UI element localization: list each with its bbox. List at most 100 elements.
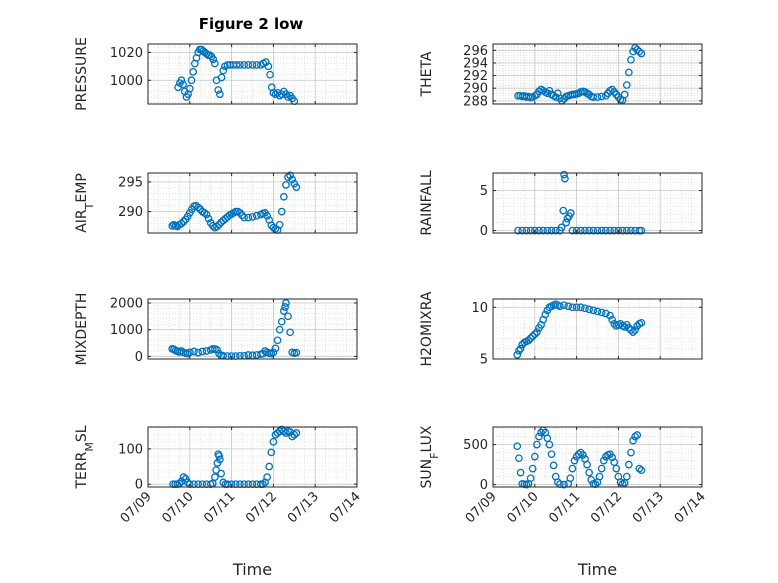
data-point <box>570 456 579 465</box>
data-point <box>551 226 560 235</box>
data-point <box>568 303 577 312</box>
data-point <box>551 93 560 101</box>
data-point <box>190 347 198 356</box>
data-point <box>574 450 583 459</box>
data-point <box>284 173 292 182</box>
data-point <box>244 61 253 69</box>
data-point <box>587 475 596 484</box>
data-point <box>589 306 598 315</box>
data-point <box>240 213 248 222</box>
data-point <box>526 474 535 483</box>
y-tick-label: 100 <box>118 442 143 457</box>
data-point <box>566 474 575 483</box>
data-points <box>514 43 646 105</box>
data-point <box>627 55 635 64</box>
data-point <box>620 323 629 331</box>
data-points <box>168 171 301 234</box>
data-point <box>211 59 219 68</box>
y-tick-label: 1000 <box>110 323 143 338</box>
data-point <box>267 448 276 457</box>
y-tick-label: 292 <box>463 69 488 84</box>
data-point <box>265 462 274 471</box>
data-point <box>252 211 261 220</box>
data-point <box>593 226 602 235</box>
data-point <box>637 318 646 327</box>
data-point <box>633 431 642 439</box>
x-axis-label: Time <box>577 560 617 579</box>
data-point <box>216 455 224 464</box>
data-point <box>177 76 186 85</box>
data-point <box>279 307 288 315</box>
data-point <box>585 468 593 477</box>
y-tick-label: 296 <box>463 44 488 59</box>
data-point <box>236 61 244 69</box>
data-point <box>637 466 646 475</box>
data-points <box>168 299 301 360</box>
data-point <box>248 213 257 221</box>
data-point <box>269 348 278 357</box>
data-point <box>264 62 273 71</box>
subplot-4: 0 5 RAINFALL <box>419 170 703 239</box>
data-point <box>530 452 539 461</box>
data-point <box>595 472 604 481</box>
data-point <box>585 305 593 314</box>
data-point <box>179 473 188 481</box>
data-point <box>179 80 187 89</box>
data-point <box>589 226 598 235</box>
data-point <box>533 328 541 336</box>
data-point <box>637 226 646 235</box>
data-point <box>597 92 606 101</box>
data-point <box>627 448 635 457</box>
data-point <box>541 310 550 319</box>
data-point <box>240 61 248 69</box>
data-points <box>514 170 646 235</box>
data-point <box>561 174 569 183</box>
data-point <box>560 170 568 179</box>
data-point <box>215 220 223 229</box>
data-point <box>213 345 221 354</box>
data-point <box>612 464 621 473</box>
y-axis-label: SUNFLUX <box>419 425 441 488</box>
y-tick-label: 295 <box>118 175 143 190</box>
data-point <box>211 473 219 481</box>
data-point <box>513 351 522 359</box>
y-tick-label: 294 <box>463 56 488 71</box>
data-points <box>174 45 299 106</box>
data-point <box>553 478 562 487</box>
data-point <box>248 61 257 69</box>
data-point <box>562 218 571 227</box>
data-point <box>263 211 271 220</box>
data-point <box>273 336 282 345</box>
y-axis-label-subscript: F <box>428 453 441 459</box>
y-tick-label: 0 <box>480 224 488 239</box>
data-point <box>515 454 523 463</box>
data-point <box>576 303 585 312</box>
data-point <box>631 326 639 334</box>
data-point <box>514 226 522 235</box>
y-axis-label-part: EMP <box>74 173 90 202</box>
y-tick-label: 290 <box>463 82 488 97</box>
data-point <box>244 213 253 222</box>
y-axis-label-part: SUN <box>419 459 435 489</box>
data-point <box>286 328 294 337</box>
data-point <box>545 86 554 95</box>
data-point <box>215 452 223 460</box>
data-point <box>597 226 606 235</box>
y-axis-label: AIRTEMP <box>74 173 96 233</box>
grid-lines <box>492 427 703 487</box>
subplot-3: 290 295 AIRTEMP <box>74 171 358 234</box>
data-point <box>248 351 257 360</box>
data-point <box>277 317 286 326</box>
data-point <box>545 440 554 449</box>
data-point <box>581 304 589 313</box>
data-point <box>624 68 633 77</box>
data-point <box>637 49 646 58</box>
data-point <box>516 344 525 353</box>
data-point <box>608 453 616 462</box>
data-point <box>215 349 223 358</box>
y-axis-label: MIXDEPTH <box>74 293 90 366</box>
data-point <box>528 332 537 341</box>
data-point <box>556 302 564 311</box>
